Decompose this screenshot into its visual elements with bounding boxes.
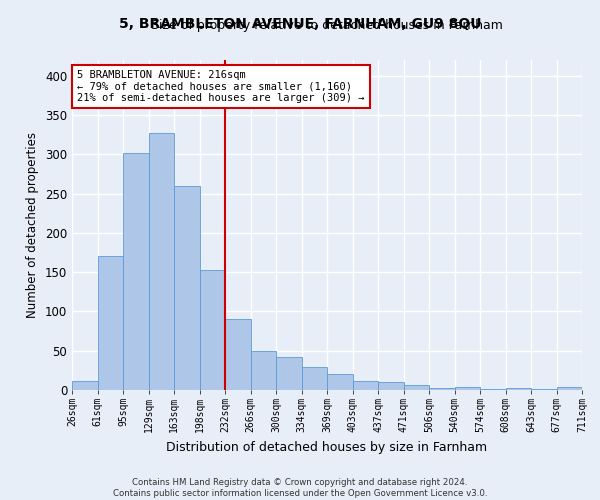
Text: Contains HM Land Registry data © Crown copyright and database right 2024.
Contai: Contains HM Land Registry data © Crown c… <box>113 478 487 498</box>
Bar <box>302 367 327 390</box>
Bar <box>276 357 302 390</box>
X-axis label: Distribution of detached houses by size in Farnham: Distribution of detached houses by size … <box>166 440 488 454</box>
Bar <box>531 389 557 390</box>
Bar <box>404 384 429 390</box>
Bar <box>557 387 582 390</box>
Title: Size of property relative to detached houses in Farnham: Size of property relative to detached ho… <box>151 20 503 32</box>
Bar <box>225 320 251 390</box>
Bar <box>378 382 404 390</box>
Bar <box>72 380 97 390</box>
Bar <box>455 387 480 390</box>
Bar <box>199 270 225 390</box>
Bar <box>480 389 505 390</box>
Bar <box>174 186 199 390</box>
Y-axis label: Number of detached properties: Number of detached properties <box>26 132 40 318</box>
Bar <box>149 133 174 390</box>
Bar <box>353 382 378 390</box>
Bar <box>97 256 123 390</box>
Bar <box>327 374 353 390</box>
Bar <box>505 388 531 390</box>
Text: 5 BRAMBLETON AVENUE: 216sqm
← 79% of detached houses are smaller (1,160)
21% of : 5 BRAMBLETON AVENUE: 216sqm ← 79% of det… <box>77 70 365 103</box>
Bar <box>251 350 276 390</box>
Bar <box>429 388 455 390</box>
Bar <box>123 152 149 390</box>
Text: 5, BRAMBLETON AVENUE, FARNHAM, GU9 8QU: 5, BRAMBLETON AVENUE, FARNHAM, GU9 8QU <box>119 18 481 32</box>
